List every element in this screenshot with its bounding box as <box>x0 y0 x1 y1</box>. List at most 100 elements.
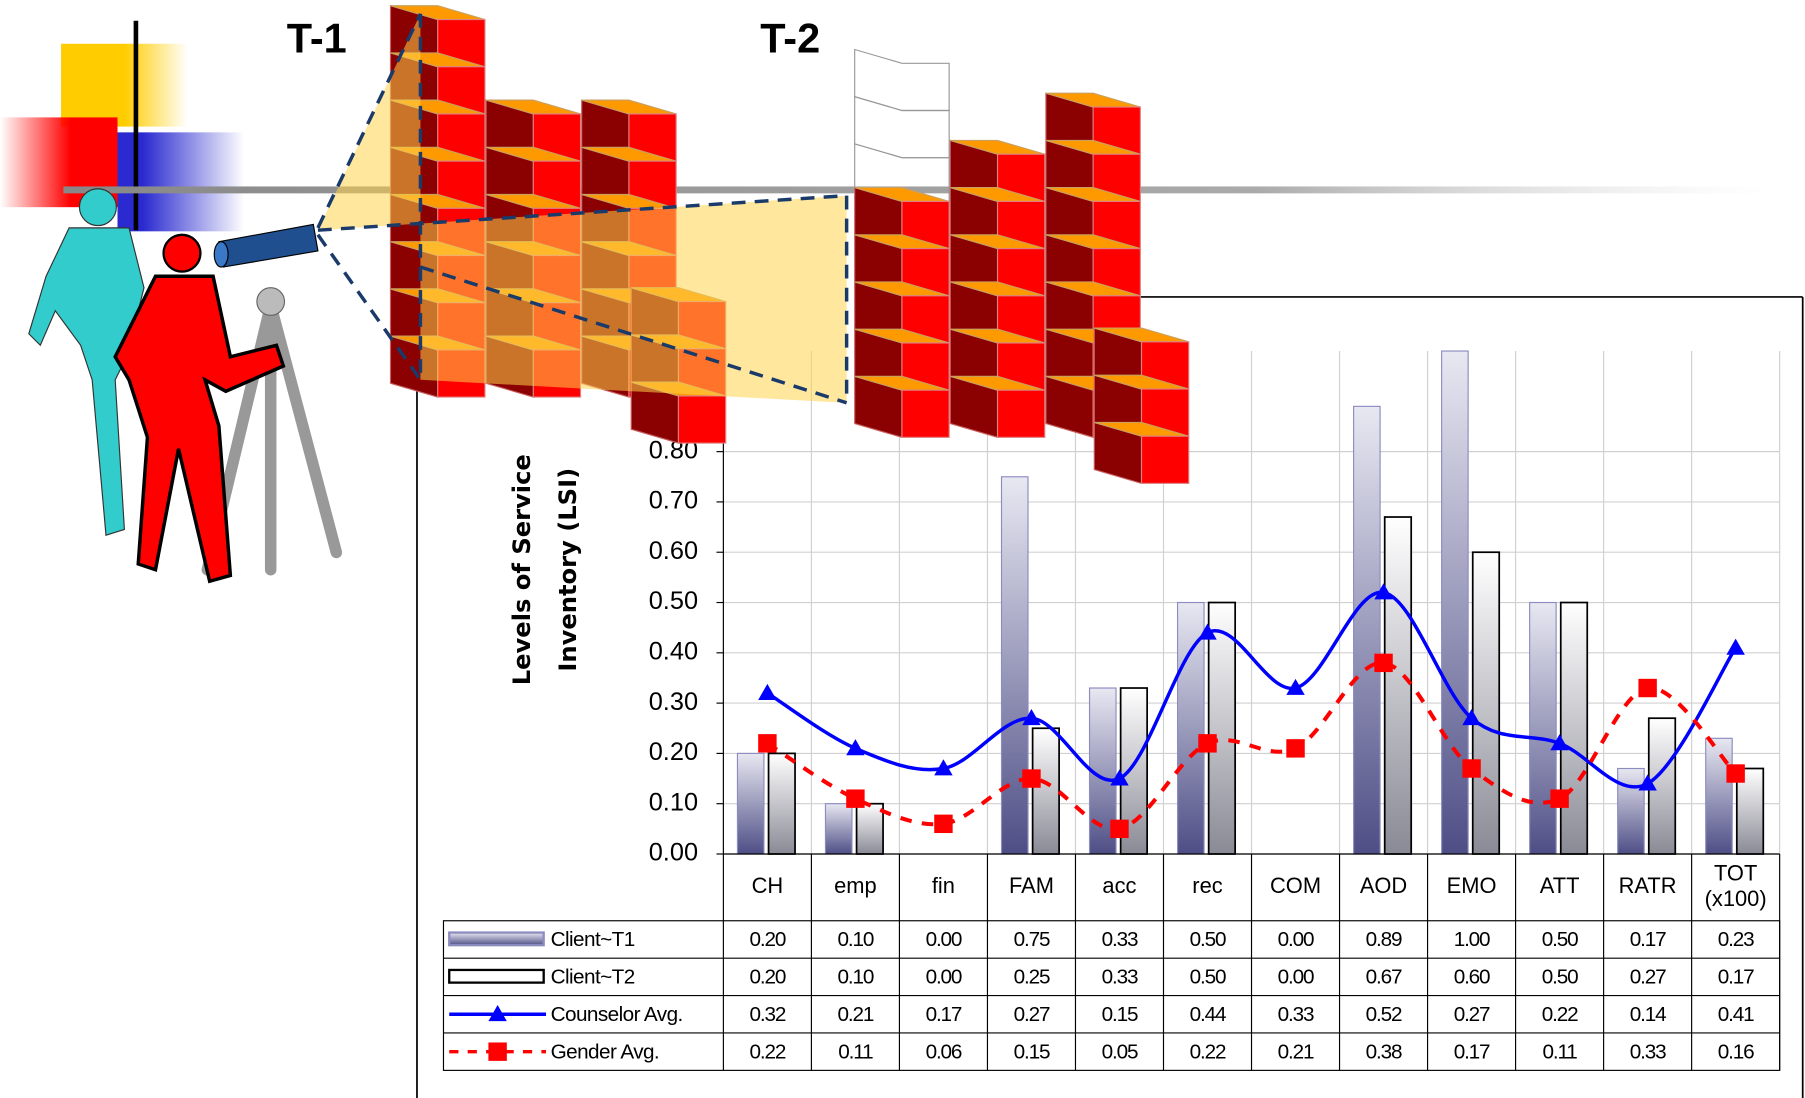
table-value: 0.11 <box>838 1040 873 1063</box>
cone <box>317 13 847 403</box>
marker <box>934 814 953 834</box>
category-label: TOT (x100) <box>1704 862 1767 912</box>
table-value: 0.17 <box>1630 928 1666 951</box>
person-head <box>162 233 202 273</box>
cube-face <box>677 395 727 444</box>
y-tick-label: 0.60 <box>649 537 698 565</box>
y-axis-title-box: Levels of Service Inventory (LSI) <box>508 454 582 685</box>
bar <box>1207 601 1237 855</box>
table-value: 0.60 <box>1454 965 1490 988</box>
legend-key <box>448 968 545 984</box>
person-body <box>28 227 145 536</box>
marker <box>488 1005 507 1022</box>
legend-label: Gender Avg. <box>551 1040 660 1063</box>
bar <box>1031 727 1060 855</box>
horizontal-line <box>63 186 1769 194</box>
table-value: 0.00 <box>1278 965 1314 988</box>
bar <box>824 803 853 855</box>
category-label-box: FAM <box>1008 874 1054 899</box>
table-value: 0.75 <box>1014 928 1050 951</box>
cube-face <box>437 113 486 162</box>
table-value: 0.00 <box>926 965 962 988</box>
table-value: 0.06 <box>926 1040 962 1063</box>
bar <box>1176 601 1205 855</box>
table-value: 0.27 <box>1454 1003 1490 1026</box>
bar <box>1705 737 1733 855</box>
bar <box>1529 601 1557 855</box>
table-value: 0.00 <box>1278 928 1314 951</box>
category-label-box: rec <box>1192 874 1223 899</box>
decor <box>0 20 1769 232</box>
table-value: 0.22 <box>1190 1040 1226 1063</box>
marker <box>1550 734 1569 751</box>
people <box>28 188 343 584</box>
category-label-box: COM <box>1270 875 1321 899</box>
table-value: 0.20 <box>750 928 786 951</box>
person-body <box>113 274 286 584</box>
bar <box>1735 767 1765 855</box>
category-label: CH <box>751 874 784 899</box>
table-value: 0.15 <box>1102 1003 1138 1026</box>
cube-face <box>1092 106 1141 155</box>
table-value: 0.41 <box>1718 1003 1754 1026</box>
category-label: AOD <box>1359 874 1408 899</box>
marker <box>1110 769 1129 786</box>
table-value: 0.33 <box>1630 1040 1666 1063</box>
y-tick-label: 0.40 <box>649 638 698 666</box>
legend-key <box>448 931 545 947</box>
table-value: 0.11 <box>1543 1040 1578 1063</box>
view-cone <box>316 13 849 405</box>
table-value: 0.14 <box>1630 1003 1666 1026</box>
cube-wall-t2 <box>854 48 1190 485</box>
y-tick-label: 0.50 <box>649 587 698 615</box>
category-label-box: TOT (x100) <box>1704 862 1767 912</box>
table-value: 0.33 <box>1278 1003 1314 1026</box>
bar <box>1353 405 1381 855</box>
table-value: 0.33 <box>1102 965 1138 988</box>
y-tick-label: 0.70 <box>649 487 698 515</box>
marker <box>1726 638 1745 655</box>
marker <box>1638 774 1657 791</box>
table-value: 0.00 <box>926 928 962 951</box>
bar <box>1441 350 1469 855</box>
legend-label: Counselor Avg. <box>551 1003 683 1026</box>
table-value: 0.33 <box>1102 928 1138 951</box>
marker <box>1462 759 1481 778</box>
category-label-box: emp <box>834 875 877 899</box>
marker <box>1198 734 1217 753</box>
table-value: 0.05 <box>1102 1040 1138 1063</box>
marker <box>846 789 865 808</box>
cube-face <box>996 389 1046 438</box>
table-value: 0.22 <box>750 1040 786 1063</box>
table-value: 0.67 <box>1366 965 1402 988</box>
table-value: 0.50 <box>1542 965 1578 988</box>
category-label: rec <box>1192 874 1223 899</box>
category-label: acc <box>1102 874 1137 899</box>
table-value: 0.15 <box>1014 1040 1050 1063</box>
table-value: 0.32 <box>750 1003 786 1026</box>
bar <box>736 752 765 855</box>
annotation: T-1 <box>287 14 347 61</box>
telescope-eyepiece <box>213 241 229 268</box>
cube-face <box>901 389 950 438</box>
category-label: FAM <box>1008 874 1054 899</box>
y-tick-label: 0.30 <box>649 688 698 716</box>
marker <box>1550 789 1569 808</box>
category-label: fin <box>931 874 955 899</box>
legend-label: Client~T1 <box>551 928 635 951</box>
category-label-box: fin <box>931 874 955 899</box>
table-value: 0.27 <box>1630 965 1666 988</box>
table-value: 0.89 <box>1366 928 1402 951</box>
yellow-square <box>61 43 188 127</box>
table-value: 0.20 <box>750 965 786 988</box>
bar <box>1000 476 1029 855</box>
marker <box>1286 678 1305 695</box>
table-value: 0.17 <box>1454 1040 1490 1063</box>
table-value: 0.10 <box>838 928 874 951</box>
blue-square <box>117 132 245 232</box>
marker <box>934 759 953 776</box>
table-value: 0.17 <box>926 1003 962 1026</box>
marker <box>1198 623 1217 640</box>
bar <box>1559 601 1589 855</box>
